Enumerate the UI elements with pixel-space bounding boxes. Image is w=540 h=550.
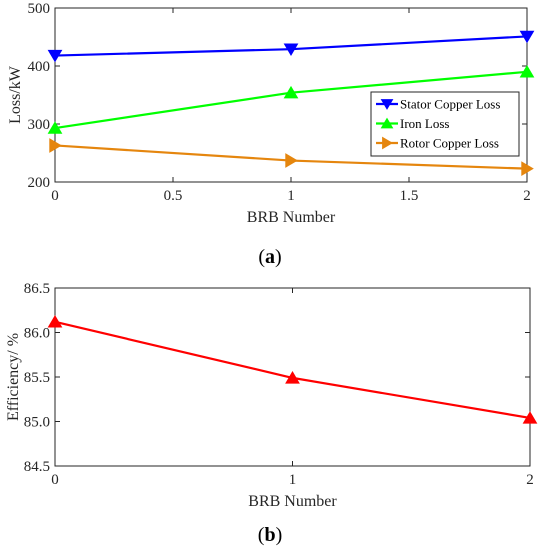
- series-line: [54, 320, 531, 420]
- y-tick-label: 85.5: [24, 370, 50, 386]
- data-point: [522, 411, 538, 424]
- series-1: [47, 314, 538, 424]
- y-tick-label: 400: [28, 59, 51, 75]
- data-point: [47, 49, 63, 63]
- legend-entry: Stator Copper Loss: [376, 97, 500, 112]
- legend-label: Rotor Copper Loss: [400, 136, 499, 151]
- legend-marker: [382, 136, 393, 150]
- x-tick-label: 0: [51, 188, 59, 204]
- x-tick-label: 2: [526, 472, 534, 488]
- y-tick-label: 300: [28, 117, 51, 133]
- series-3: [49, 138, 534, 177]
- y-tick-label: 86.5: [24, 281, 50, 297]
- legend-entry: Rotor Copper Loss: [376, 136, 499, 151]
- series-1: [47, 30, 535, 63]
- legend-marker: [380, 117, 394, 129]
- legend-marker: [380, 99, 394, 110]
- chart-b: 0 1 2 84.5 85.0 85.5 86.0 86.5 BRB Number Efficie…: [5, 281, 538, 546]
- y-tick-label: 500: [28, 1, 51, 17]
- y-tick-label: 84.5: [24, 459, 50, 475]
- legend-label: Iron Loss: [400, 116, 449, 131]
- legend: Stator Copper Loss Iron Loss Rotor Copper …: [370, 91, 520, 157]
- chart-a: 0 0.5 1 1.5 2 200 300 400 500 BRB Number Loss/kW (a…: [7, 1, 535, 268]
- chart-caption: (a): [258, 246, 281, 268]
- data-point: [521, 161, 534, 177]
- data-point: [47, 121, 63, 134]
- data-point: [47, 314, 63, 328]
- data-point: [285, 153, 298, 168]
- data-point: [519, 30, 535, 44]
- x-tick-label: 1: [287, 188, 295, 204]
- x-axis-label: BRB Number: [247, 209, 336, 226]
- data-point: [285, 371, 300, 384]
- x-tick-label: 1: [289, 472, 297, 488]
- data-point: [49, 138, 62, 153]
- x-tick-label: 2: [523, 188, 531, 204]
- y-tick-label: 86.0: [24, 326, 50, 342]
- y-tick-label: 85.0: [24, 415, 50, 431]
- data-point: [283, 85, 299, 99]
- legend-entry: Iron Loss: [376, 116, 449, 131]
- legend-label: Stator Copper Loss: [400, 97, 500, 112]
- x-tick-label: 0: [51, 472, 59, 488]
- series-2: [47, 64, 535, 134]
- data-point: [519, 64, 535, 78]
- x-axis-label: BRB Number: [248, 493, 337, 510]
- y-tick-label: 200: [28, 175, 51, 191]
- chart-caption: (b): [258, 524, 282, 546]
- x-tick-label: 1.5: [400, 188, 419, 204]
- data-point: [283, 43, 299, 57]
- x-tick-label: 0.5: [164, 188, 183, 204]
- y-axis-label: Loss/kW: [7, 65, 24, 124]
- y-axis-label: Efficiency/ %: [5, 333, 22, 421]
